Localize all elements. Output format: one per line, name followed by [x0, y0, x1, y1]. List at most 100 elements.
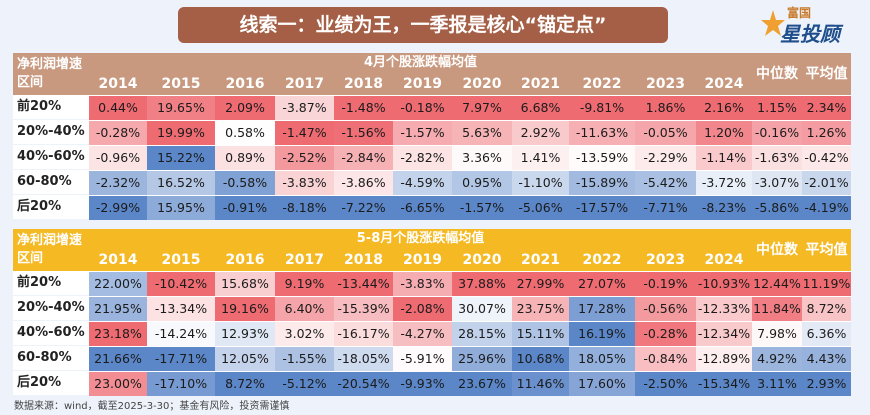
table-cell: -1.63%	[752, 145, 802, 170]
table-cell: -15.34%	[696, 371, 752, 396]
table-cell: 11.84%	[752, 296, 802, 321]
table-cell: 4.43%	[802, 346, 851, 371]
logo-line1: 富国	[787, 6, 812, 20]
table-cell: 8.72%	[802, 296, 851, 321]
table-cell: -0.19%	[635, 271, 696, 296]
table-cell: 3.36%	[452, 145, 512, 170]
table-cell: 6.40%	[275, 296, 334, 321]
table-cell: -1.55%	[275, 346, 334, 371]
table-cell: 0.95%	[452, 170, 512, 195]
table-cell: -8.18%	[275, 195, 334, 220]
table-cell: -18.05%	[334, 346, 393, 371]
table-cell: 1.41%	[512, 145, 569, 170]
table-cell: 2.09%	[215, 95, 275, 120]
year-header: 2019	[393, 73, 452, 95]
table-cell: 17.60%	[569, 371, 635, 396]
table-cell: -0.58%	[215, 170, 275, 195]
table-cell: -1.10%	[512, 170, 569, 195]
table-cell: -0.91%	[215, 195, 275, 220]
table-cell: -6.65%	[393, 195, 452, 220]
row-label: 20%-40%	[13, 120, 89, 144]
corner-label: 净利润增速区间	[13, 229, 89, 271]
table-cell: 16.19%	[569, 321, 635, 346]
table-cell: -5.91%	[393, 346, 452, 371]
table-cell: -17.71%	[147, 346, 215, 371]
table-cell: 21.95%	[89, 296, 147, 321]
table-cell: -9.93%	[393, 371, 452, 396]
table-cell: -12.33%	[696, 296, 752, 321]
table-cell: 3.11%	[752, 371, 802, 396]
table-cell: -2.32%	[89, 170, 147, 195]
table-cell: -2.99%	[89, 195, 147, 220]
table-cell: -7.71%	[635, 195, 696, 220]
table-cell: 7.97%	[452, 95, 512, 120]
table-cell: -3.83%	[393, 271, 452, 296]
star-logo-icon	[761, 10, 785, 36]
table-cell: 15.22%	[147, 145, 215, 170]
year-header: 2019	[393, 249, 452, 271]
stat-header: 平均值	[802, 229, 851, 271]
table-cell: 15.95%	[147, 195, 215, 220]
year-header: 2015	[147, 249, 215, 271]
year-header: 2022	[569, 249, 635, 271]
table-cell: -9.81%	[569, 95, 635, 120]
table-cell: 1.20%	[696, 120, 752, 145]
table-cell: 8.72%	[215, 371, 275, 396]
table-cell: -2.01%	[802, 170, 851, 195]
row-label: 后20%	[13, 371, 89, 395]
row-label: 前20%	[13, 271, 89, 295]
table-cell: -15.39%	[334, 296, 393, 321]
table-cell: -2.52%	[275, 145, 334, 170]
table-cell: -1.14%	[696, 145, 752, 170]
table-cell: -0.18%	[393, 95, 452, 120]
table-cell: 19.16%	[215, 296, 275, 321]
table-cell: 15.11%	[512, 321, 569, 346]
table-cell: -17.57%	[569, 195, 635, 220]
table-cell: -2.82%	[393, 145, 452, 170]
table-cell: 23.18%	[89, 321, 147, 346]
year-header: 2016	[215, 249, 275, 271]
table-cell: 12.93%	[215, 321, 275, 346]
table-cell: 16.52%	[147, 170, 215, 195]
table-title: 4月个股涨跌幅均值	[89, 53, 752, 73]
table-cell: -1.57%	[393, 120, 452, 145]
table-cell: 5.63%	[452, 120, 512, 145]
stat-header: 平均值	[802, 53, 851, 95]
table-cell: 27.99%	[512, 271, 569, 296]
year-header: 2024	[696, 73, 752, 95]
table-cell: 28.15%	[452, 321, 512, 346]
table-cell: -17.10%	[147, 371, 215, 396]
table-title: 5-8月个股涨跌幅均值	[89, 229, 752, 249]
table-april: 净利润增速区间 4月个股涨跌幅均值 中位数 平均值 2014 2015 2016 2017 20…	[13, 53, 851, 220]
stat-header: 中位数	[752, 229, 802, 271]
table-cell: -3.07%	[752, 170, 802, 195]
table-cell: -11.63%	[569, 120, 635, 145]
table-cell: 7.98%	[752, 321, 802, 346]
table-cell: -1.47%	[275, 120, 334, 145]
table-cell: -5.42%	[635, 170, 696, 195]
table-cell: -4.59%	[393, 170, 452, 195]
table-cell: -13.34%	[147, 296, 215, 321]
year-header: 2022	[569, 73, 635, 95]
row-label: 前20%	[13, 95, 89, 119]
year-header: 2017	[275, 249, 334, 271]
table-cell: 2.92%	[512, 120, 569, 145]
year-header: 2023	[635, 249, 696, 271]
table-cell: 19.65%	[147, 95, 215, 120]
table-cell: -0.56%	[635, 296, 696, 321]
table-cell: 18.05%	[569, 346, 635, 371]
year-header: 2017	[275, 73, 334, 95]
table-cell: -3.86%	[334, 170, 393, 195]
table-cell: 27.07%	[569, 271, 635, 296]
table-cell: -5.12%	[275, 371, 334, 396]
year-header: 2021	[512, 73, 569, 95]
table-cell: -1.56%	[334, 120, 393, 145]
source-note: 数据来源：wind，截至2025-3-30；基金有风险，投资需谨慎	[14, 401, 290, 412]
table-cell: 37.88%	[452, 271, 512, 296]
table-cell: -2.29%	[635, 145, 696, 170]
table-cell: 12.05%	[215, 346, 275, 371]
table-cell: 2.16%	[696, 95, 752, 120]
year-header: 2014	[89, 249, 147, 271]
table-cell: 23.00%	[89, 371, 147, 396]
table-cell: 25.96%	[452, 346, 512, 371]
